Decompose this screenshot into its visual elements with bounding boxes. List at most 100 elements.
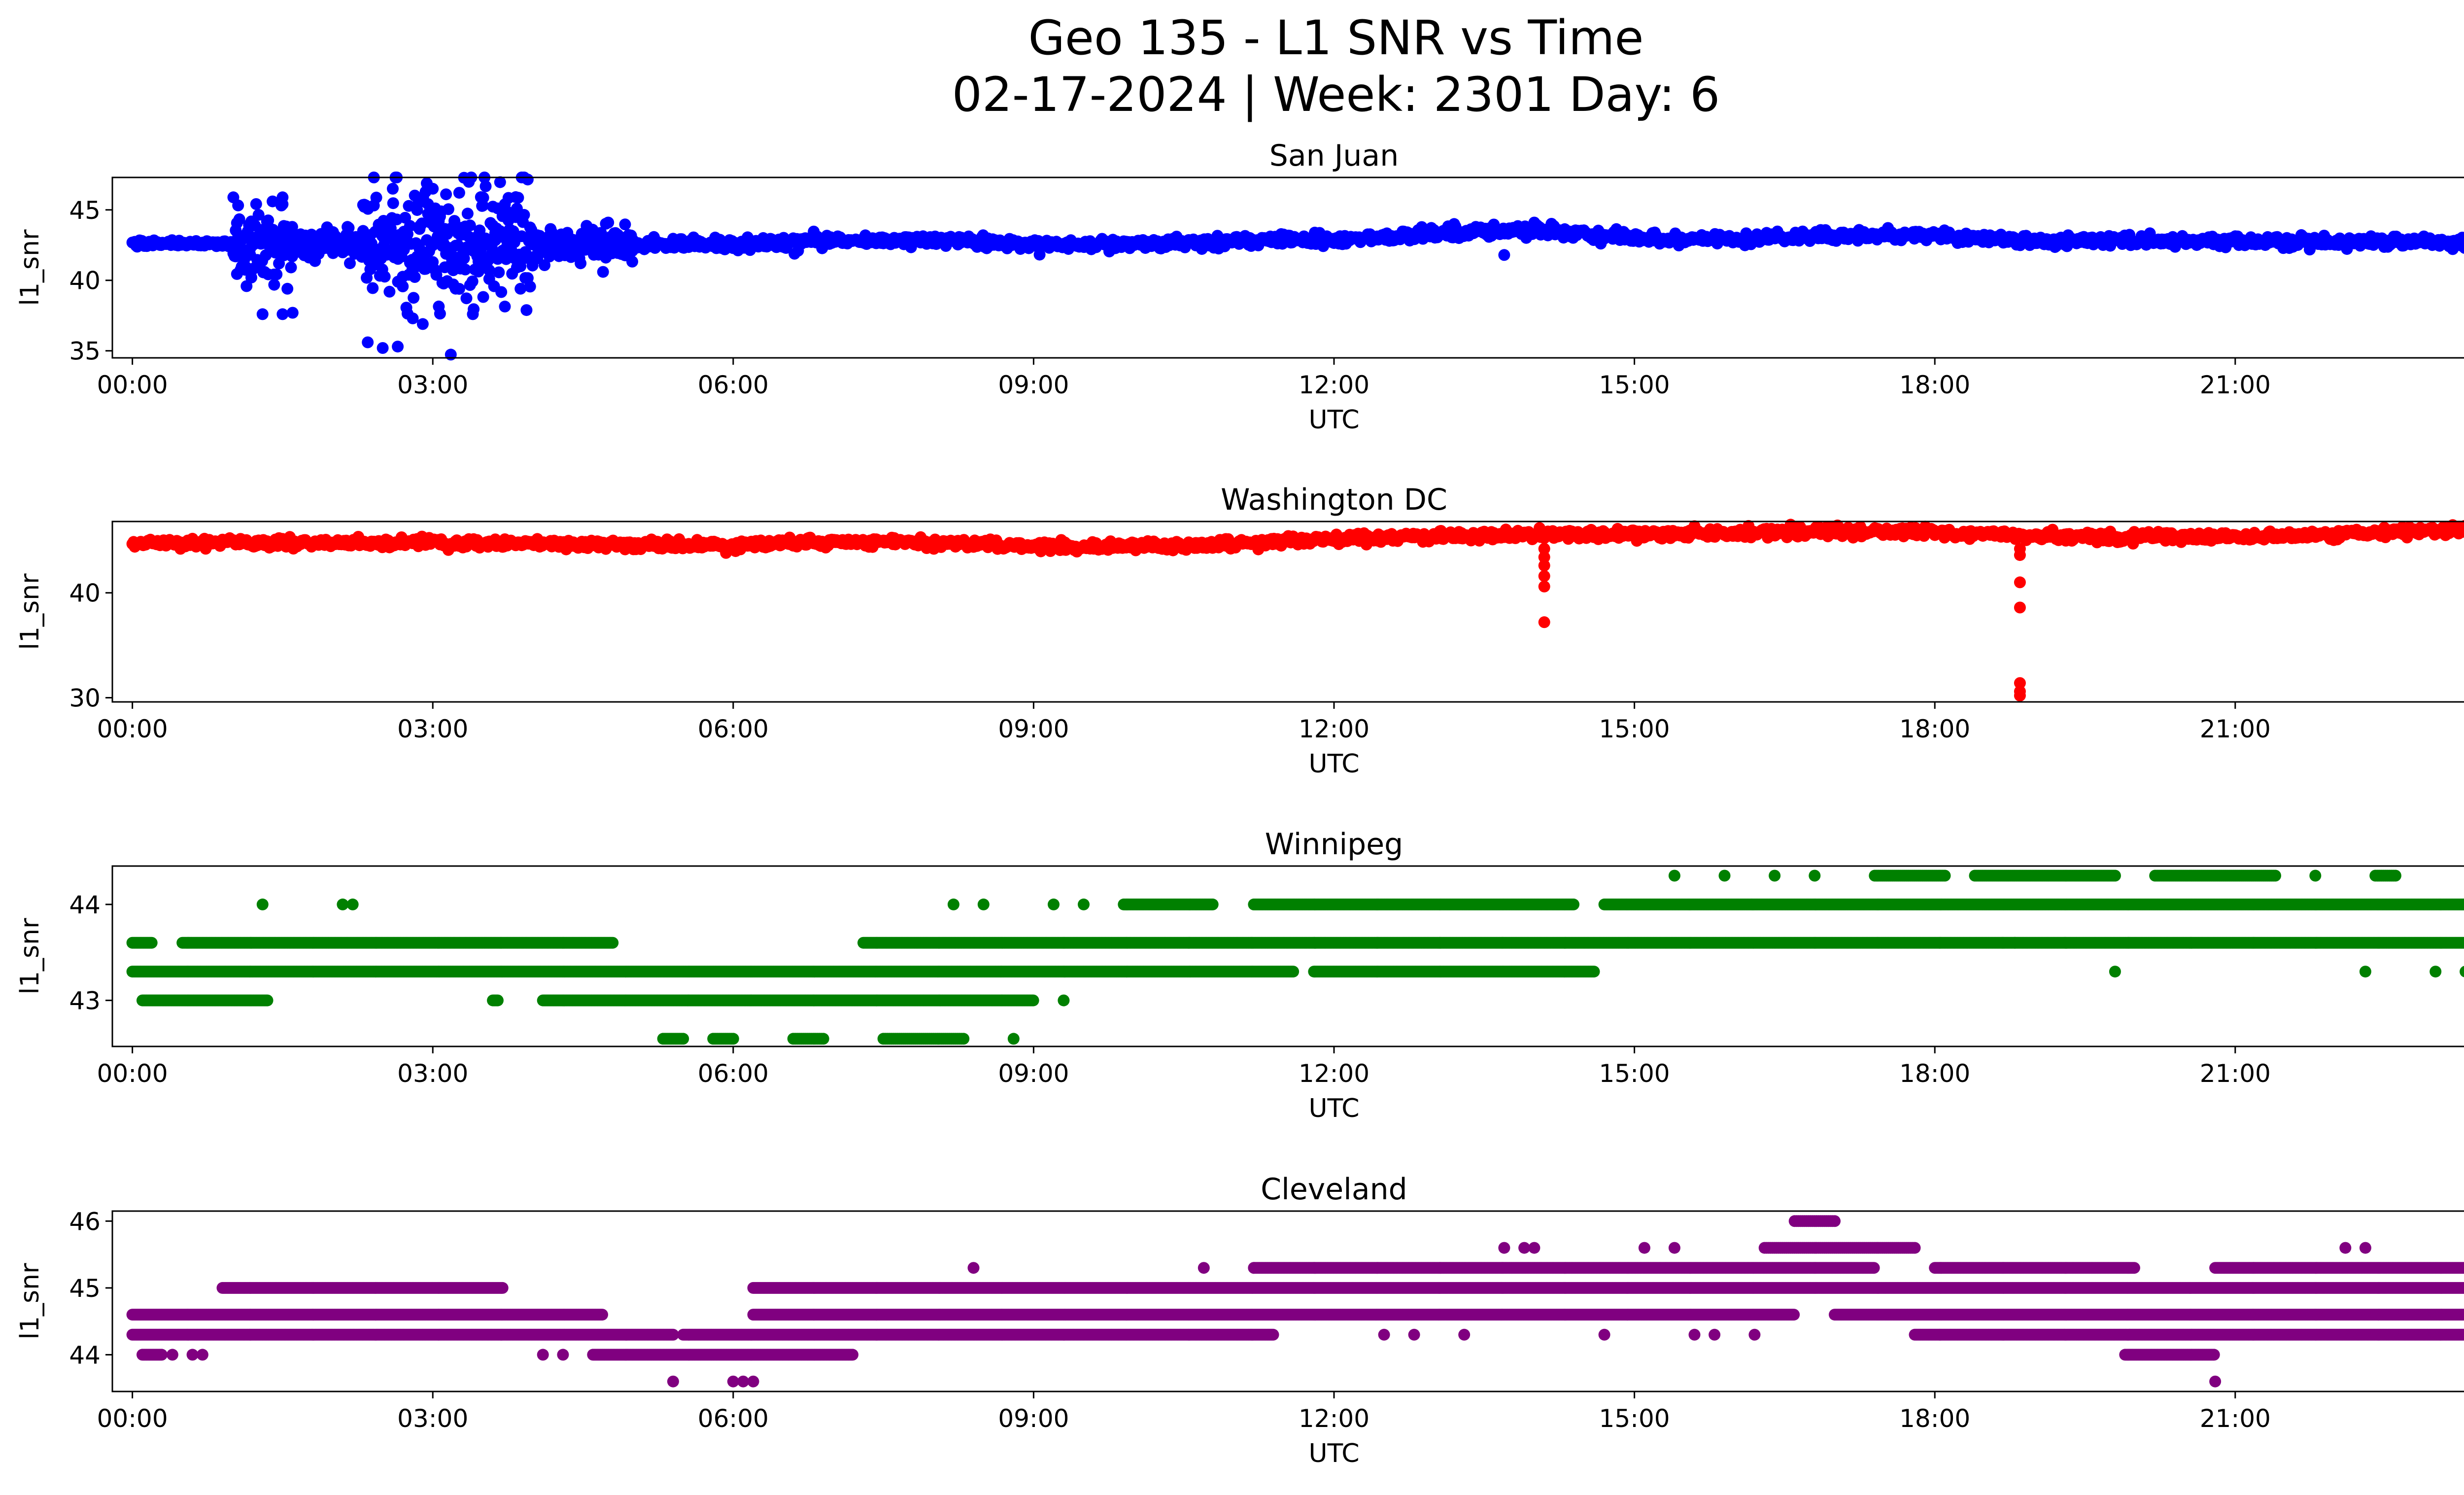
subplot-0: San Juan 00:00 03:00 06:00 09:00 12:00 15:00 18…	[15, 139, 2464, 435]
data-point	[240, 280, 253, 292]
x-tick-label: 06:00	[698, 715, 769, 743]
data-point	[466, 275, 479, 287]
data-point	[383, 285, 396, 298]
data-point	[370, 191, 382, 204]
data-point	[477, 291, 489, 303]
x-tick-label: 21:00	[2200, 371, 2271, 399]
y-tick-label: 45	[69, 196, 101, 225]
data-point	[2014, 601, 2026, 614]
data-point	[145, 937, 158, 949]
data-point	[233, 213, 245, 225]
x-tick-label: 09:00	[998, 715, 1069, 743]
data-point	[459, 263, 472, 276]
data-point	[384, 222, 397, 235]
data-point	[250, 198, 262, 210]
data-point	[268, 278, 280, 291]
data-point	[427, 182, 439, 195]
data-point	[521, 174, 534, 186]
data-point	[397, 280, 409, 292]
data-point	[445, 348, 457, 361]
subplot-title: Winnipeg	[1265, 827, 1403, 862]
data-point	[376, 342, 389, 354]
data-point	[434, 308, 446, 320]
data-point	[276, 198, 289, 210]
data-point	[483, 264, 495, 277]
x-tick-label: 12:00	[1299, 715, 1369, 743]
data-point	[2014, 690, 2026, 702]
data-point	[1538, 616, 1550, 628]
data-point	[416, 318, 429, 330]
y-axis-label: l1_snr	[15, 229, 45, 306]
data-point	[597, 266, 609, 278]
data-point	[514, 282, 527, 295]
data-point	[367, 282, 379, 294]
data-point	[514, 260, 527, 273]
data-point	[467, 308, 479, 320]
x-tick-label: 00:00	[97, 371, 168, 399]
data-point	[461, 208, 474, 220]
x-tick-label: 06:00	[698, 371, 769, 399]
x-tick-label: 03:00	[397, 371, 468, 399]
data-point	[392, 341, 404, 353]
data-point	[2014, 549, 2026, 561]
data-point	[493, 266, 505, 278]
data-point	[1448, 218, 1460, 230]
y-tick-label: 40	[69, 267, 101, 295]
y-tick-label: 30	[69, 684, 101, 712]
x-tick-label: 09:00	[998, 371, 1069, 399]
y-tick-label: 40	[69, 579, 101, 608]
data-point	[378, 271, 391, 283]
data-point	[1538, 580, 1550, 592]
data-point	[453, 187, 465, 199]
data-point	[281, 282, 294, 295]
data-point	[518, 209, 530, 221]
data-point	[260, 249, 272, 261]
subplot-title: San Juan	[1269, 139, 1399, 173]
data-point	[409, 271, 421, 283]
x-axis-label: UTC	[1308, 749, 1359, 779]
data-point	[362, 336, 374, 348]
data-point	[499, 300, 511, 313]
data-point	[1538, 570, 1550, 582]
data-point	[520, 304, 533, 316]
figure-title-line1: Geo 135 - L1 SNR vs Time	[1028, 10, 1644, 66]
x-tick-label: 03:00	[397, 715, 468, 743]
data-point	[460, 292, 473, 305]
data-point	[285, 261, 297, 274]
data-point	[387, 182, 399, 195]
data-point	[407, 312, 419, 324]
scatter-points	[126, 172, 2464, 361]
y-tick-label: 35	[69, 337, 101, 366]
data-point	[626, 255, 638, 268]
x-tick-label: 18:00	[1899, 371, 1970, 399]
data-point	[344, 257, 356, 270]
data-point	[276, 308, 289, 320]
data-point	[232, 199, 244, 211]
subplot-title: Washington DC	[1221, 483, 1447, 517]
data-point	[387, 197, 399, 209]
data-point	[256, 308, 269, 320]
data-point	[474, 224, 486, 237]
data-point	[602, 216, 615, 229]
data-point	[408, 292, 420, 304]
data-point	[494, 176, 506, 188]
figure-title-line2: 02-17-2024 | Week: 2301 Day: 6	[952, 67, 1720, 123]
data-point	[453, 283, 465, 295]
data-point	[271, 268, 283, 280]
data-point	[1498, 249, 1510, 261]
data-point	[524, 280, 536, 293]
data-point	[440, 188, 452, 201]
x-axis-label: UTC	[1308, 405, 1359, 435]
data-point	[575, 257, 587, 270]
x-tick-label: 00:00	[97, 715, 168, 743]
x-tick-label: 21:00	[2200, 715, 2271, 743]
data-point	[607, 937, 619, 949]
data-point	[286, 221, 298, 233]
y-axis-label: l1_snr	[15, 573, 45, 650]
x-tick-label: 12:00	[1299, 371, 1369, 399]
x-tick-label: 15:00	[1599, 371, 1670, 399]
data-point	[477, 200, 489, 212]
data-point	[286, 307, 299, 319]
data-point	[512, 192, 524, 204]
